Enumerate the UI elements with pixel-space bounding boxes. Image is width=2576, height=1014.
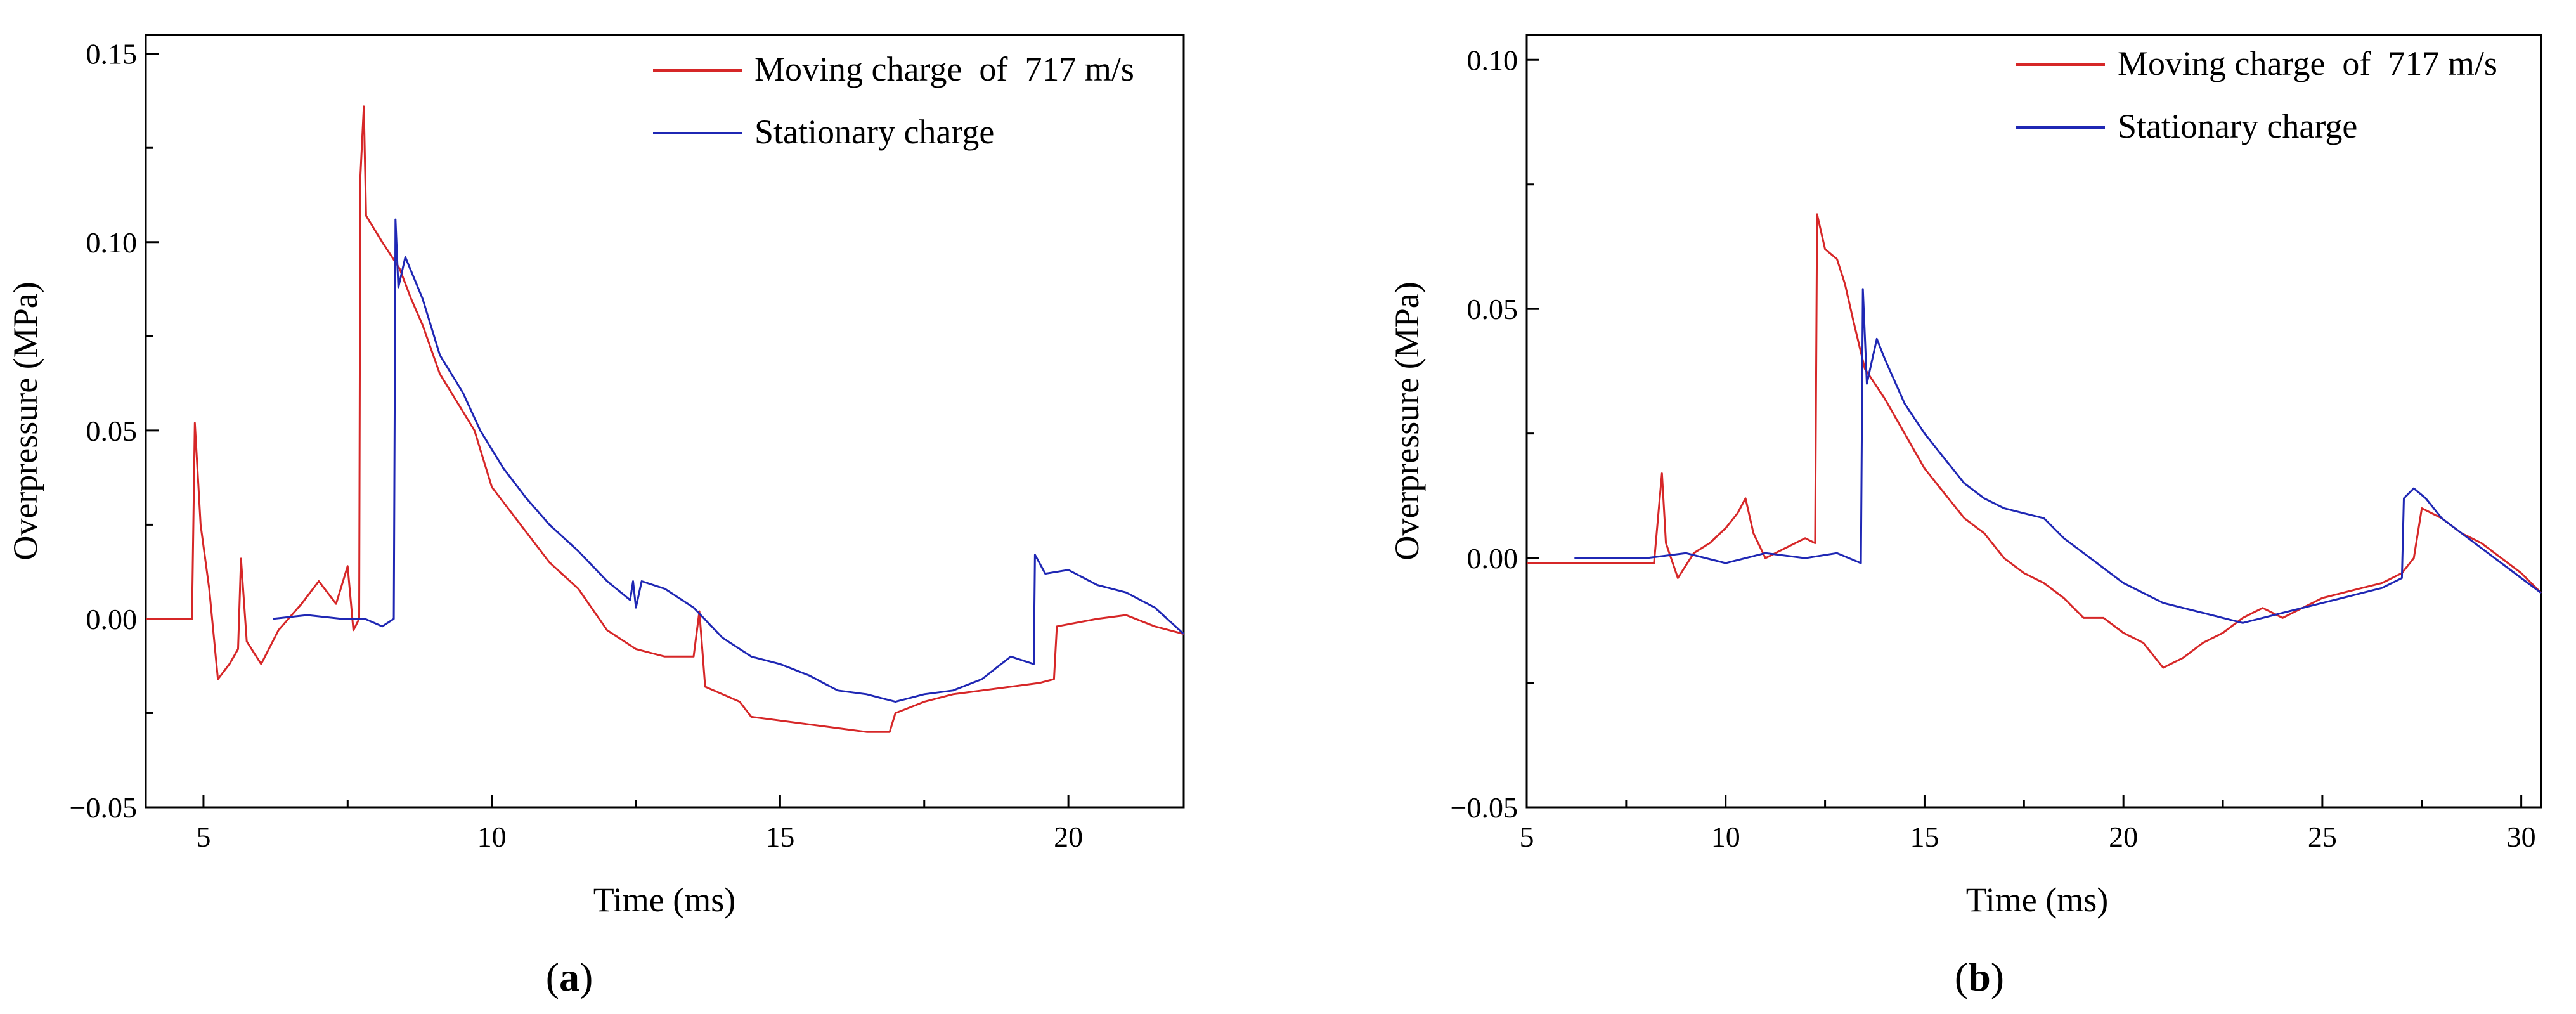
plot-area-frame-b xyxy=(1525,34,2542,809)
legend-label-a-0: Moving charge of 717 m/s xyxy=(754,50,1134,88)
y-tick-label-b-2: 0.05 xyxy=(1467,293,1518,325)
x-axis-label-b: Time (ms) xyxy=(1966,881,2109,919)
legend-label-b-1: Stationary charge xyxy=(2118,107,2357,145)
legend-b: Moving charge of 717 m/s Stationary charg… xyxy=(2016,44,2497,145)
x-tick-label-a-0: 5 xyxy=(196,821,210,853)
series-group-b xyxy=(1527,213,2542,669)
x-tick-label-b-3: 20 xyxy=(2109,821,2138,853)
y-tick-label-a-4: 0.15 xyxy=(86,38,138,70)
y-axis-label-b: Overpressure (MPa) xyxy=(1388,282,1426,560)
legend-label-a-1: Stationary charge xyxy=(754,113,994,151)
x-tick-label-a-2: 15 xyxy=(765,821,794,853)
panel-letter-a: a xyxy=(559,954,579,999)
panel-letter-b: b xyxy=(1968,954,1991,999)
chart-panel-a: 5 10 15 20 −0.05 0.00 0.05 0.10 0.15 Moving char… xyxy=(6,34,1185,999)
series-line-b-0 xyxy=(1527,213,2542,669)
x-tick-label-b-0: 5 xyxy=(1520,821,1534,853)
plot-area-frame-a xyxy=(145,34,1185,809)
y-tick-label-a-3: 0.10 xyxy=(86,226,138,259)
series-line-a-0 xyxy=(146,105,1184,733)
y-tick-label-b-1: 0.00 xyxy=(1467,542,1518,575)
y-tick-label-a-0: −0.05 xyxy=(70,791,137,824)
x-axis-label-a: Time (ms) xyxy=(593,881,736,919)
y-tick-label-b-0: −0.05 xyxy=(1451,791,1518,824)
series-group-a xyxy=(146,105,1185,733)
tick-group-a: 5 10 15 20 −0.05 0.00 0.05 0.10 0.15 xyxy=(70,38,1084,853)
legend-label-b-0: Moving charge of 717 m/s xyxy=(2118,44,2497,82)
series-line-b-1 xyxy=(1574,288,2542,624)
x-tick-label-b-2: 15 xyxy=(1910,821,1939,853)
y-axis-label-a: Overpressure (MPa) xyxy=(6,282,44,560)
x-tick-label-b-1: 10 xyxy=(1711,821,1740,853)
x-tick-label-b-5: 30 xyxy=(2507,821,2536,853)
x-tick-label-b-4: 25 xyxy=(2308,821,2337,853)
y-tick-label-a-1: 0.00 xyxy=(86,603,138,635)
legend-a: Moving charge of 717 m/s Stationary charg… xyxy=(653,50,1134,151)
x-tick-label-a-1: 10 xyxy=(477,821,507,853)
x-tick-label-a-3: 20 xyxy=(1054,821,1083,853)
tick-group-b: 5 10 15 20 25 30 −0.05 0.00 0.05 0.10 xyxy=(1451,44,2536,853)
chart-panel-b: 5 10 15 20 25 30 −0.05 0.00 0.05 0.10 Moving char… xyxy=(1388,34,2542,999)
panel-label-a: (a) xyxy=(546,954,593,999)
panel-label-b: (b) xyxy=(1955,954,2004,999)
y-tick-label-a-2: 0.05 xyxy=(86,415,138,447)
series-line-a-1 xyxy=(272,218,1185,703)
y-tick-label-b-3: 0.10 xyxy=(1467,44,1518,76)
